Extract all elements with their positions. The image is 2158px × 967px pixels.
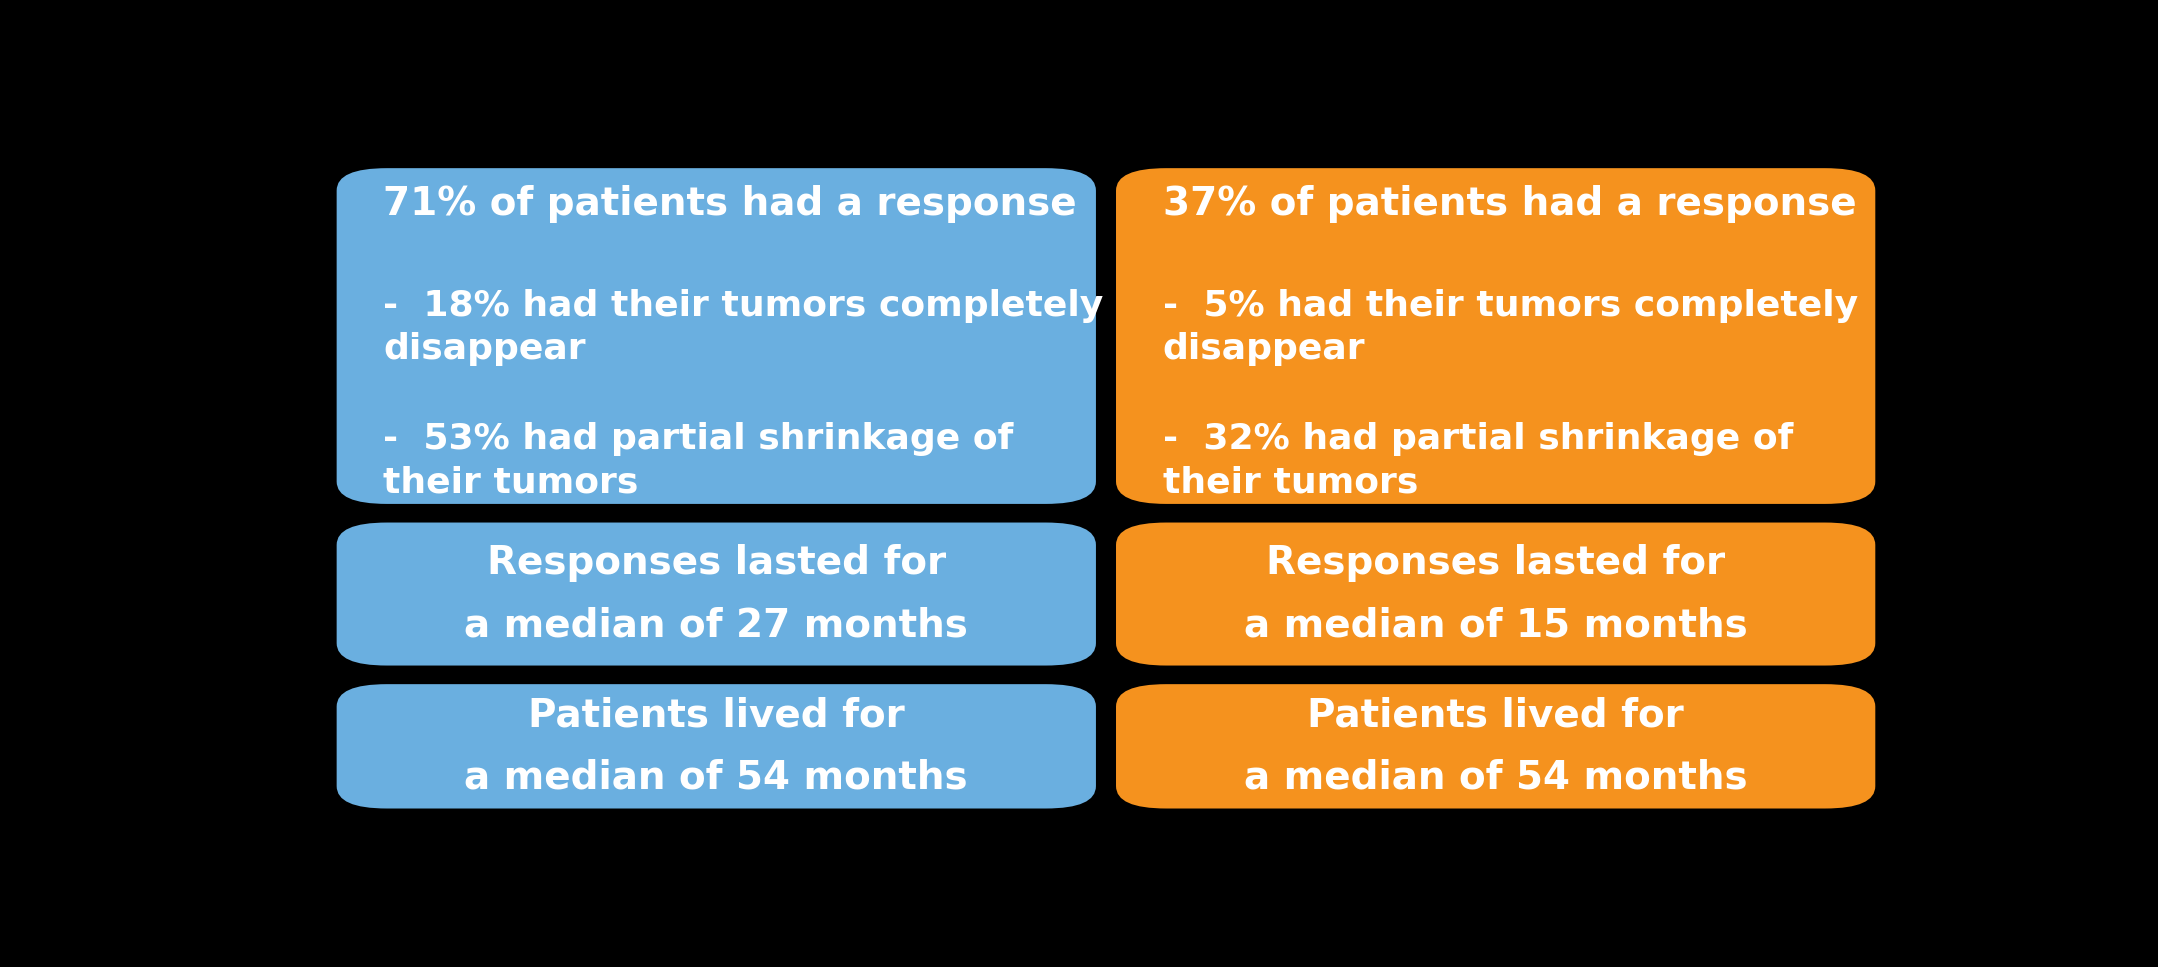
Text: Responses lasted for
a median of 27 months: Responses lasted for a median of 27 mont…	[464, 544, 969, 644]
Text: -  5% had their tumors completely
disappear: - 5% had their tumors completely disappe…	[1163, 289, 1858, 366]
Text: Patients lived for
a median of 54 months: Patients lived for a median of 54 months	[1243, 696, 1748, 797]
FancyBboxPatch shape	[337, 168, 1096, 504]
Text: Responses lasted for
a median of 15 months: Responses lasted for a median of 15 mont…	[1243, 544, 1748, 644]
FancyBboxPatch shape	[1116, 685, 1875, 808]
Text: -  32% had partial shrinkage of
their tumors: - 32% had partial shrinkage of their tum…	[1163, 423, 1793, 500]
FancyBboxPatch shape	[337, 522, 1096, 665]
Text: 71% of patients had a response: 71% of patients had a response	[384, 185, 1077, 222]
Text: 37% of patients had a response: 37% of patients had a response	[1163, 185, 1856, 222]
FancyBboxPatch shape	[1116, 168, 1875, 504]
Text: Patients lived for
a median of 54 months: Patients lived for a median of 54 months	[464, 696, 969, 797]
FancyBboxPatch shape	[337, 685, 1096, 808]
FancyBboxPatch shape	[1116, 522, 1875, 665]
Text: -  53% had partial shrinkage of
their tumors: - 53% had partial shrinkage of their tum…	[384, 423, 1014, 500]
Text: -  18% had their tumors completely
disappear: - 18% had their tumors completely disapp…	[384, 289, 1103, 366]
